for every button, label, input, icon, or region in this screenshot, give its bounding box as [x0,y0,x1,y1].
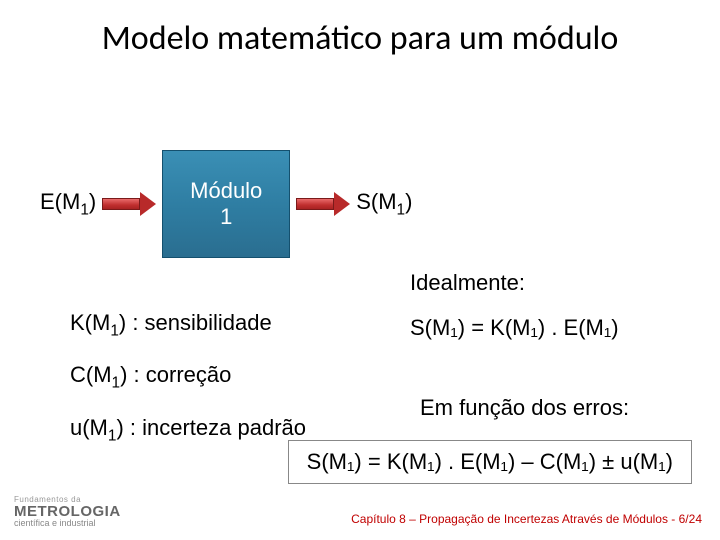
arrow-shaft [296,198,334,210]
arrow-right [296,192,350,216]
input-label: E(M1) [40,189,96,219]
output-label: S(M1) [356,189,412,219]
footer-page-info: Capítulo 8 – Propagação de Incertezas At… [351,512,702,526]
definition-c: C(M1) : correção [70,362,306,392]
input-label-post: ) [89,189,96,214]
ideal-label: Idealmente: [410,270,525,296]
arrow-shaft [102,198,140,210]
definitions-list: K(M1) : sensibilidade C(M1) : correção u… [70,310,306,467]
def-c-sub: 1 [112,375,121,392]
output-label-pre: S(M [356,189,396,214]
def-u-pre: u(M [70,415,108,440]
output-label-post: ) [405,189,412,214]
slide-title: Modelo matemático para um módulo [0,18,720,59]
definition-u: u(M1) : incerteza padrão [70,415,306,445]
final-equation: S(M₁) = K(M₁) . E(M₁) – C(M₁) ± u(M₁) [307,449,673,474]
def-c-pre: C(M [70,362,112,387]
module-box: Módulo 1 [162,150,290,258]
def-k-post: ) : sensibilidade [119,310,272,335]
footer-logo: Fundamentos da METROLOGIA científica e i… [14,496,121,528]
definition-k: K(M1) : sensibilidade [70,310,306,340]
input-label-sub: 1 [80,201,89,218]
errors-label: Em função dos erros: [420,395,629,421]
def-c-post: ) : correção [120,362,231,387]
module-box-line1: Módulo [190,178,262,204]
def-k-sub: 1 [110,322,119,339]
arrow-head-icon [334,192,350,216]
arrow-left [102,192,156,216]
footer-logo-line3: científica e industrial [14,519,121,528]
final-equation-box: S(M₁) = K(M₁) . E(M₁) – C(M₁) ± u(M₁) [288,440,692,484]
module-diagram: E(M1) Módulo 1 S(M1) [40,150,412,258]
output-label-sub: 1 [397,201,406,218]
ideal-equation: S(M₁) = K(M₁) . E(M₁) [410,315,619,341]
arrow-head-icon [140,192,156,216]
module-box-line2: 1 [220,204,232,230]
def-k-pre: K(M [70,310,110,335]
input-label-pre: E(M [40,189,80,214]
def-u-post: ) : incerteza padrão [116,415,306,440]
footer-logo-line2: METROLOGIA [14,504,121,519]
